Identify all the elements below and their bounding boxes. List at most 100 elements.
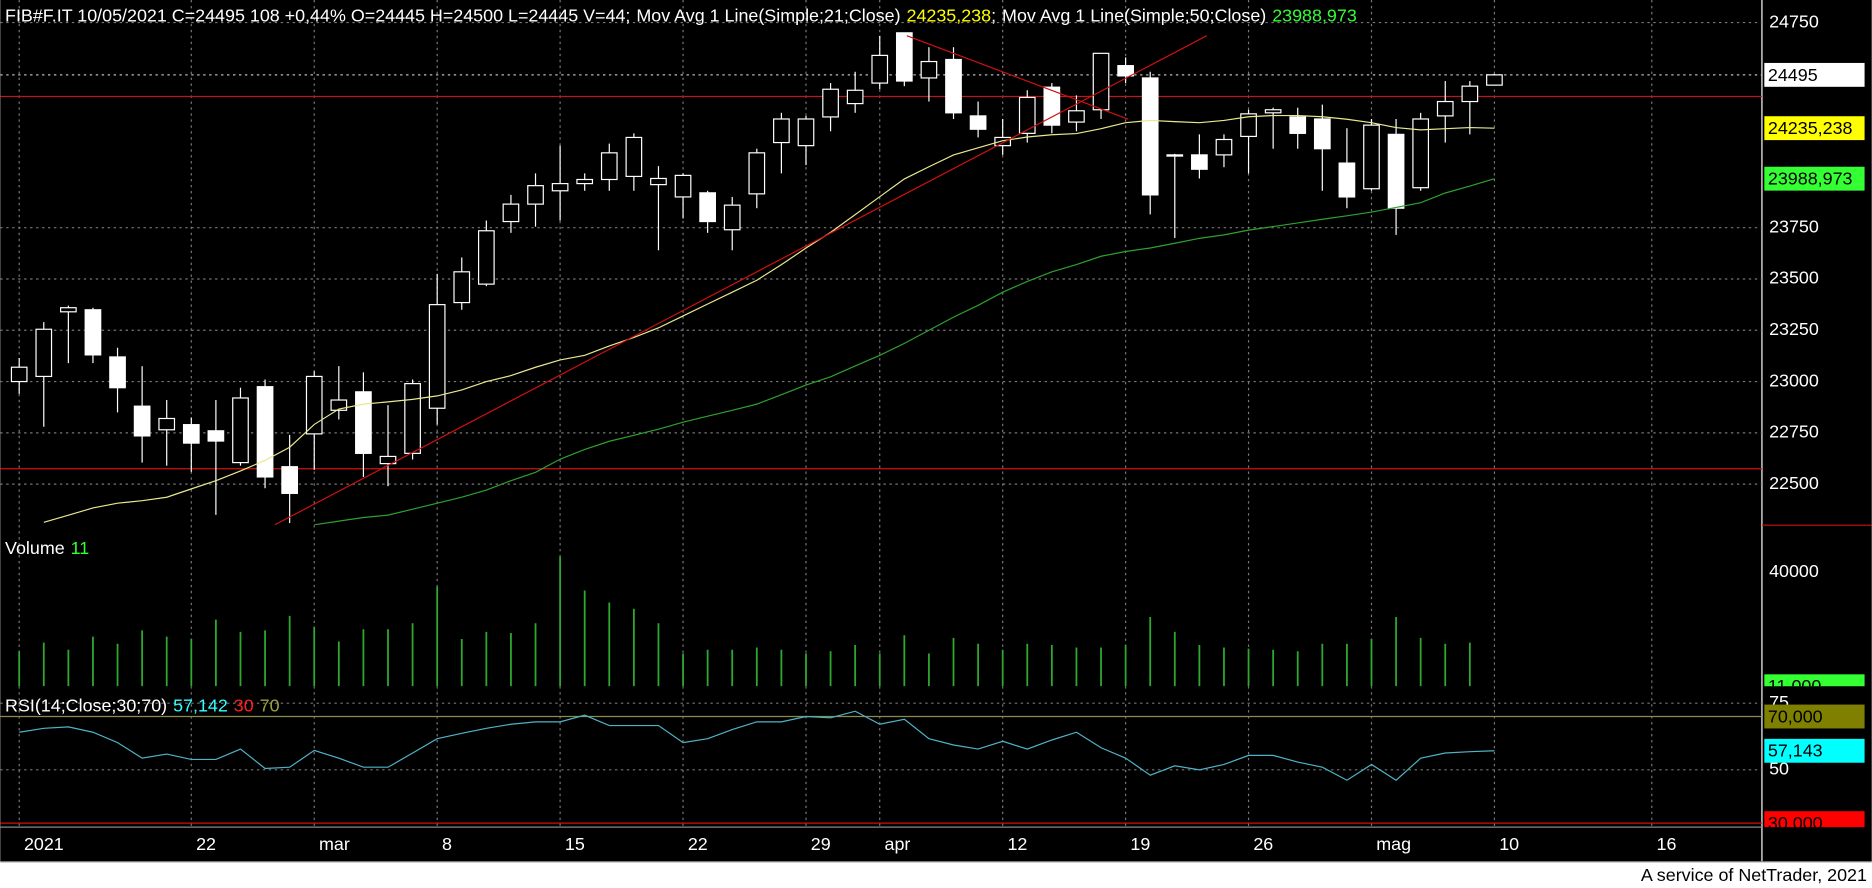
- y-tick-label: 50: [1769, 759, 1789, 779]
- x-tick-label: mag: [1376, 834, 1411, 854]
- footer-text: A service of NetTrader, 2021: [1641, 865, 1867, 885]
- rsi-line: [19, 710, 1495, 781]
- candle-body: [1264, 109, 1282, 114]
- x-tick-label: apr: [885, 834, 911, 854]
- candle-body: [428, 304, 446, 409]
- legend-item: Mov Avg 1 Line(Simple;21;Close): [636, 5, 900, 25]
- candle-body: [502, 203, 520, 223]
- candle-body: [1313, 118, 1331, 150]
- value-box: [1764, 116, 1865, 141]
- x-tick-label: 8: [442, 834, 452, 854]
- candle-body: [1068, 110, 1085, 123]
- candle-body: [60, 307, 77, 313]
- x-tick-label: 22: [688, 834, 708, 854]
- panel: 40000 11,000: [18, 556, 1865, 687]
- value-box: [1764, 811, 1865, 828]
- candle-body: [1117, 65, 1134, 77]
- panel-legend: FIB#F.IT 10/05/2021 C=24495 108 +0,44% O…: [5, 5, 1357, 25]
- candle-body: [945, 58, 962, 114]
- candle-body: [1363, 124, 1380, 190]
- candle-body: [477, 230, 495, 285]
- x-tick-label: 22: [196, 834, 216, 854]
- candle-body: [600, 152, 618, 181]
- candle-body: [773, 118, 790, 144]
- value-box-label: 57,143: [1768, 741, 1823, 761]
- y-tick-label: 23500: [1769, 268, 1819, 288]
- candle-body: [256, 386, 274, 478]
- candle-body: [1166, 154, 1184, 157]
- moving-average: [43, 114, 1495, 523]
- moving-average: [314, 178, 1495, 526]
- candle-body: [10, 366, 28, 383]
- chart-background: [0, 0, 1872, 862]
- footer-background: [0, 861, 1872, 888]
- legend-item: 57,142: [173, 695, 228, 715]
- x-tick-label: 29: [811, 834, 831, 854]
- candle-body: [822, 88, 839, 118]
- candle-body: [1092, 52, 1110, 111]
- candle-body: [35, 328, 53, 378]
- value-box: [1764, 738, 1865, 763]
- candle-body: [895, 32, 913, 82]
- y-tick-label: 22750: [1769, 422, 1819, 442]
- value-box-label: 24235,238: [1768, 118, 1853, 138]
- candle-body: [1043, 86, 1061, 126]
- candle-body: [748, 152, 766, 195]
- candle-body: [330, 399, 348, 411]
- value-box-label: 23988,973: [1768, 169, 1853, 189]
- value-box-label: 70,000: [1768, 706, 1823, 726]
- candle-body: [1461, 85, 1479, 103]
- x-tick-label: 12: [1007, 834, 1027, 854]
- candle-body: [404, 383, 421, 454]
- y-tick-label: 23000: [1769, 370, 1819, 390]
- candle-body: [969, 115, 987, 130]
- candle-body: [453, 271, 471, 304]
- trendline: [274, 35, 1208, 526]
- candle-body: [305, 375, 323, 435]
- y-tick-label: 24750: [1769, 11, 1819, 31]
- candle-body: [797, 118, 815, 147]
- x-tick-label: 2021: [24, 834, 64, 854]
- candle-body: [846, 89, 864, 105]
- candle-body: [158, 417, 176, 431]
- x-tick-label: 10: [1499, 834, 1519, 854]
- x-tick-label: mar: [319, 834, 350, 854]
- legend-item: Volume: [5, 538, 65, 558]
- candle-body: [379, 455, 397, 465]
- panel-legend: RSI(14;Close;30;70) 57,142 30 70: [5, 695, 280, 715]
- candle-body: [994, 136, 1012, 147]
- candle-body: [207, 430, 225, 442]
- candle-body: [674, 174, 692, 198]
- value-box: [1764, 674, 1865, 687]
- candle-body: [723, 204, 741, 231]
- x-tick-label: 26: [1253, 834, 1273, 854]
- x-tick-label: 16: [1657, 834, 1677, 854]
- candle-body: [1141, 77, 1159, 196]
- value-box-label: 24495: [1768, 65, 1818, 85]
- candle-body: [650, 177, 667, 186]
- legend-item: RSI(14;Close;30;70): [5, 695, 167, 715]
- candle-body: [1486, 74, 1503, 86]
- candle-body: [527, 185, 544, 205]
- y-tick-label: 23750: [1769, 216, 1819, 236]
- candle-body: [355, 391, 372, 454]
- value-box-label: 30,000: [1768, 813, 1823, 833]
- panel: 22500 22750 23000 23250 23500 23750 24750 24495…: [0, 11, 1865, 526]
- value-box: [1764, 704, 1865, 729]
- candle-body: [699, 192, 716, 223]
- candle-body: [1338, 162, 1356, 198]
- candle-body: [1240, 113, 1257, 138]
- candle-body: [281, 466, 299, 494]
- candle-body: [1215, 138, 1233, 156]
- candle-body: [109, 356, 126, 389]
- candle-body: [1018, 96, 1036, 134]
- candle-body: [871, 54, 889, 84]
- x-tick-label: 15: [565, 834, 585, 854]
- candle-body: [1436, 100, 1454, 117]
- legend-item: Mov Avg 1 Line(Simple;50;Close): [1002, 5, 1266, 25]
- y-tick-label: 23250: [1769, 319, 1819, 339]
- candle-body: [1191, 154, 1208, 170]
- candle-body: [84, 309, 102, 356]
